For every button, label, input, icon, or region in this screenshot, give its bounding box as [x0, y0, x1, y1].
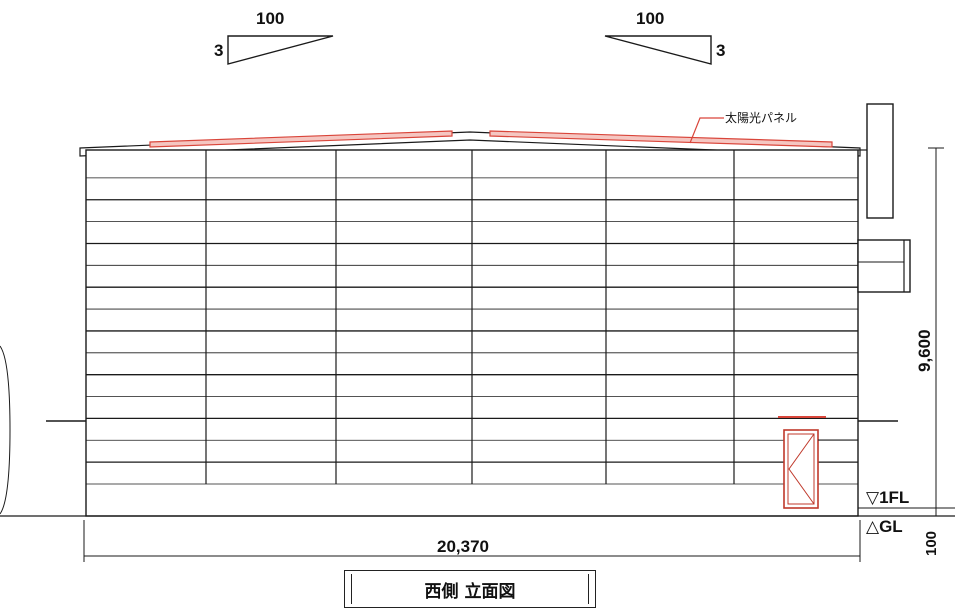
solar-panels: 太陽光パネル	[149, 110, 833, 148]
solar-panel-right	[489, 130, 833, 148]
level-gl: △GL	[866, 517, 903, 536]
height-dimension: 9,600 100	[915, 147, 944, 556]
duct-vertical	[866, 103, 894, 219]
wall-unit	[857, 239, 911, 293]
slope-indicator-left: 100 3	[214, 9, 334, 65]
door-frame	[783, 429, 819, 509]
slope-rise-label: 3	[716, 41, 725, 60]
door-swing	[788, 433, 815, 505]
drawing-title: 西側 立面図	[351, 574, 589, 604]
unit-box	[857, 239, 911, 293]
solar-panel-left	[149, 130, 453, 148]
door-leaf	[787, 433, 815, 505]
level-lines: ▽1FL △GL	[0, 420, 955, 536]
height-dimension-label: 9,600	[915, 329, 934, 372]
slope-indicator-right: 100 3	[604, 9, 725, 65]
building-wall	[85, 149, 859, 517]
cropped-mark-left	[0, 345, 11, 515]
solar-panel-leader	[689, 117, 724, 144]
slope-rise-label: 3	[214, 41, 223, 60]
width-dimension: 20,370	[83, 520, 861, 562]
slope-triangle	[604, 35, 712, 65]
level-1fl: ▽1FL	[866, 488, 909, 507]
drawing-title-box: 西側 立面図	[344, 570, 596, 608]
width-dimension-label: 20,370	[437, 537, 489, 556]
solar-panel-label: 太陽光パネル	[725, 110, 797, 125]
floor-offset-label: 100	[923, 531, 940, 556]
slope-run-label: 100	[256, 9, 284, 28]
slope-triangle	[227, 35, 334, 65]
door	[778, 416, 858, 509]
slope-run-label: 100	[636, 9, 664, 28]
rooftop-duct	[858, 103, 894, 219]
